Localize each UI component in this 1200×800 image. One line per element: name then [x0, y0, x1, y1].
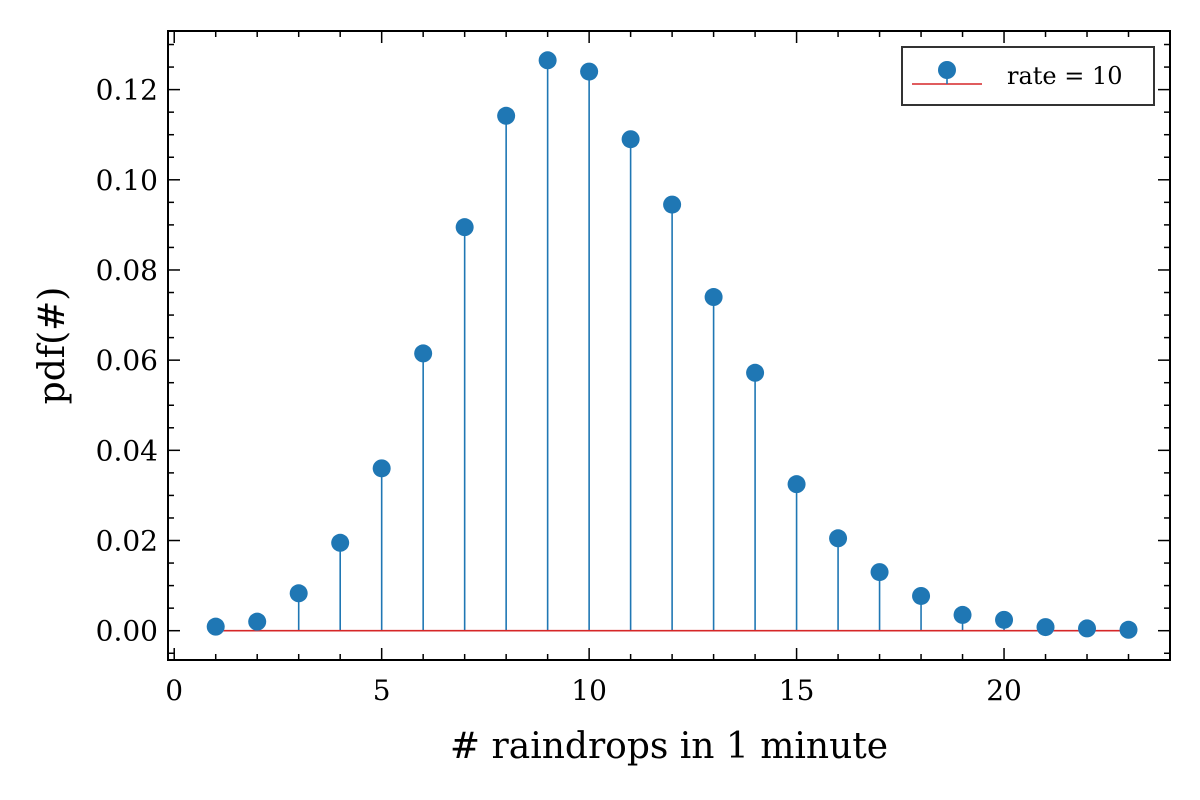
data-point: [1119, 620, 1138, 639]
data-point: [331, 533, 350, 552]
data-point: [455, 218, 474, 237]
y-tick-label: 0.10: [96, 164, 158, 197]
data-point: [580, 62, 599, 81]
data-point: [497, 106, 516, 125]
y-tick-label: 0.08: [96, 254, 158, 287]
data-point: [206, 617, 225, 636]
data-point: [829, 529, 848, 548]
y-tick-label: 0.12: [96, 74, 158, 107]
ticks-layer: [168, 31, 1171, 660]
y-tick-label: 0.04: [96, 434, 158, 467]
plot-frame: [167, 30, 1171, 661]
data-point: [912, 586, 931, 605]
x-tick-label: 15: [779, 674, 815, 707]
data-point: [787, 475, 806, 494]
x-tick-label: 5: [373, 674, 391, 707]
legend-label: rate = 10: [1007, 62, 1123, 90]
x-tick-label: 10: [571, 674, 607, 707]
data-point: [289, 584, 308, 603]
data-point: [414, 344, 433, 363]
data-point: [746, 363, 765, 382]
data-point: [953, 605, 972, 624]
legend: rate = 10: [901, 46, 1155, 106]
x-tick-label: 0: [165, 674, 183, 707]
x-tick-label: 20: [986, 674, 1022, 707]
data-point: [248, 612, 267, 631]
data-point: [663, 195, 682, 214]
markers-layer: [206, 51, 1138, 639]
data-point: [538, 51, 557, 70]
data-point: [372, 459, 391, 478]
data-point: [1078, 619, 1097, 638]
tick-labels-layer: 0 5 10 15 20 0.00 0.02 0.04 0.06 0.08 0.10 0.12: [96, 74, 1022, 707]
x-axis-title: # raindrops in 1 minute: [450, 726, 888, 767]
legend-marker-swatch: [938, 61, 956, 79]
y-tick-label: 0.02: [96, 525, 158, 558]
y-axis-title: pdf(#): [32, 287, 73, 405]
data-point: [995, 610, 1014, 629]
data-point: [870, 563, 889, 582]
data-point: [1036, 618, 1055, 637]
data-point: [621, 130, 640, 149]
y-tick-label: 0.06: [96, 344, 158, 377]
y-tick-label: 0.00: [96, 615, 158, 648]
data-point: [704, 288, 723, 307]
